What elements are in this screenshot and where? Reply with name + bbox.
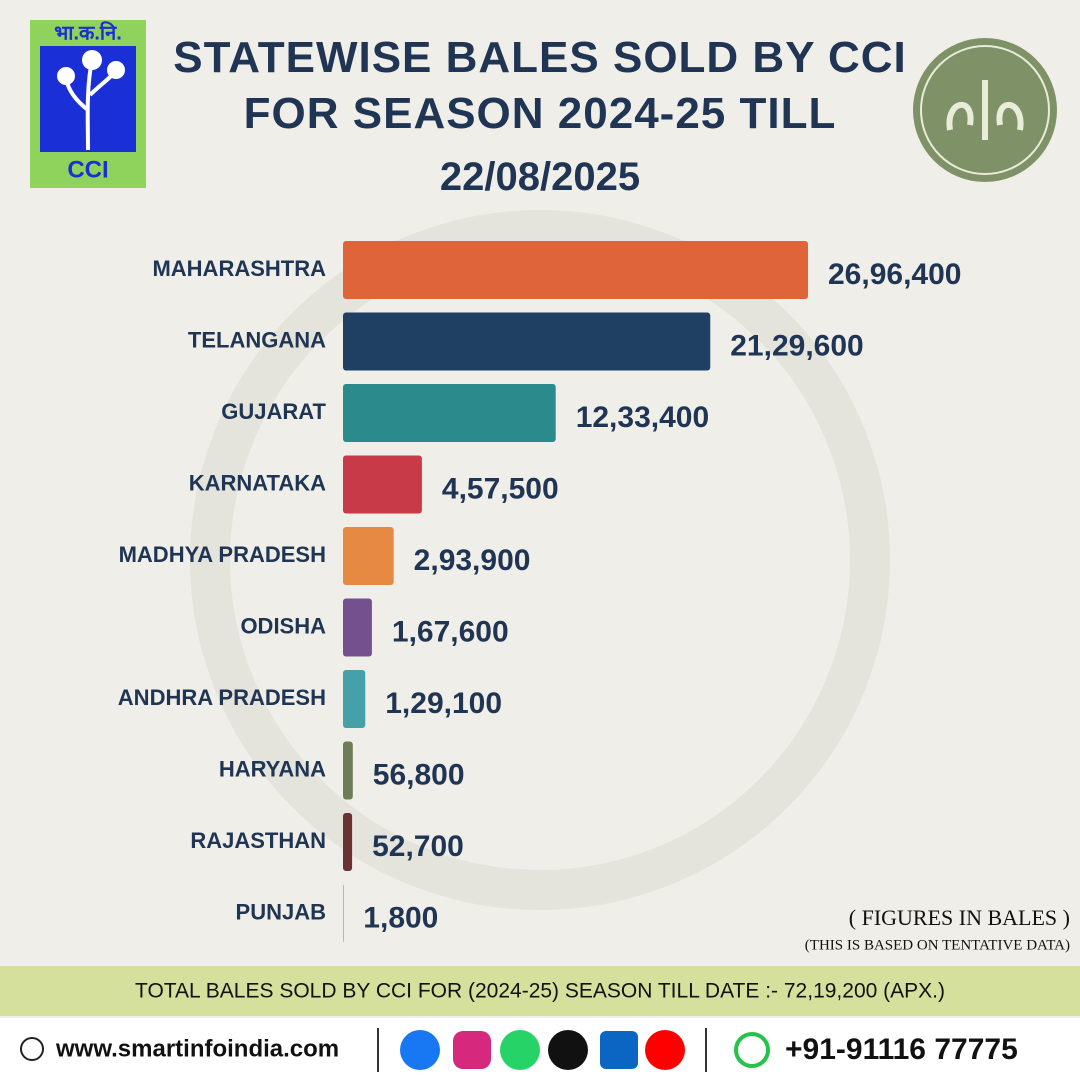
summary-band: [0, 966, 1080, 1016]
value-label: 56,800: [373, 758, 465, 791]
category-label: MADHYA PRADESH: [119, 542, 326, 567]
phone: +91-91116 77775: [785, 1033, 1018, 1066]
value-label: 4,57,500: [442, 472, 559, 505]
facebook-icon[interactable]: [400, 1030, 440, 1070]
logo-boll: [57, 67, 75, 85]
logo-boll: [82, 50, 102, 70]
youtube-icon[interactable]: [645, 1030, 685, 1070]
category-label: GUJARAT: [221, 399, 326, 424]
category-label: KARNATAKA: [189, 470, 326, 495]
x-icon[interactable]: [548, 1030, 588, 1070]
category-label: HARYANA: [219, 756, 326, 781]
brand-logo-ring: [920, 45, 1050, 175]
summary-text: TOTAL BALES SOLD BY CCI FOR (2024-25) SE…: [135, 980, 945, 1003]
website: www.smartinfoindia.com: [55, 1035, 339, 1062]
globe-icon: [20, 1037, 44, 1061]
watermark: [190, 210, 890, 910]
instagram-icon[interactable]: [453, 1031, 491, 1069]
bar: [343, 312, 711, 371]
bar: [343, 241, 808, 299]
value-label: 2,93,900: [414, 544, 531, 577]
whatsapp-icon[interactable]: [500, 1030, 540, 1070]
bar: [343, 813, 353, 871]
category-label: TELANGANA: [188, 327, 326, 352]
value-label: 52,700: [372, 830, 464, 863]
annotation: ( FIGURES IN BALES ): [849, 905, 1070, 930]
value-label: 26,96,400: [828, 258, 961, 291]
chart-title: STATEWISE BALES SOLD BY CCI FOR SEASON 2…: [173, 33, 907, 138]
linkedin-icon[interactable]: [600, 1031, 638, 1069]
logo-name: CCI: [67, 156, 108, 183]
bar: [343, 384, 556, 442]
category-label: PUNJAB: [236, 899, 326, 924]
logo-text: भा.क.नि.: [54, 20, 122, 44]
annotation: (THIS IS BASED ON TENTATIVE DATA): [805, 937, 1070, 953]
footer: [0, 1018, 1080, 1080]
phone-icon: [734, 1032, 770, 1068]
value-label: 1,29,100: [385, 687, 502, 720]
value-label: 1,67,600: [392, 615, 509, 648]
bar: [343, 455, 422, 514]
bar: [343, 598, 372, 657]
value-label: 21,29,600: [730, 329, 863, 362]
value-label: 12,33,400: [576, 401, 709, 434]
value-label: 1,800: [363, 901, 438, 934]
bar: [343, 741, 353, 800]
bar: [343, 527, 394, 585]
logo-boll: [107, 61, 125, 79]
category-label: ODISHA: [240, 613, 326, 638]
category-label: ANDHRA PRADESH: [118, 685, 326, 710]
bar: [343, 670, 366, 728]
chart-subtitle: 22/08/2025: [439, 155, 641, 199]
category-label: RAJASTHAN: [190, 828, 326, 853]
brand-logo-mark: [946, 80, 1024, 140]
category-label: MAHARASHTRA: [152, 256, 326, 281]
